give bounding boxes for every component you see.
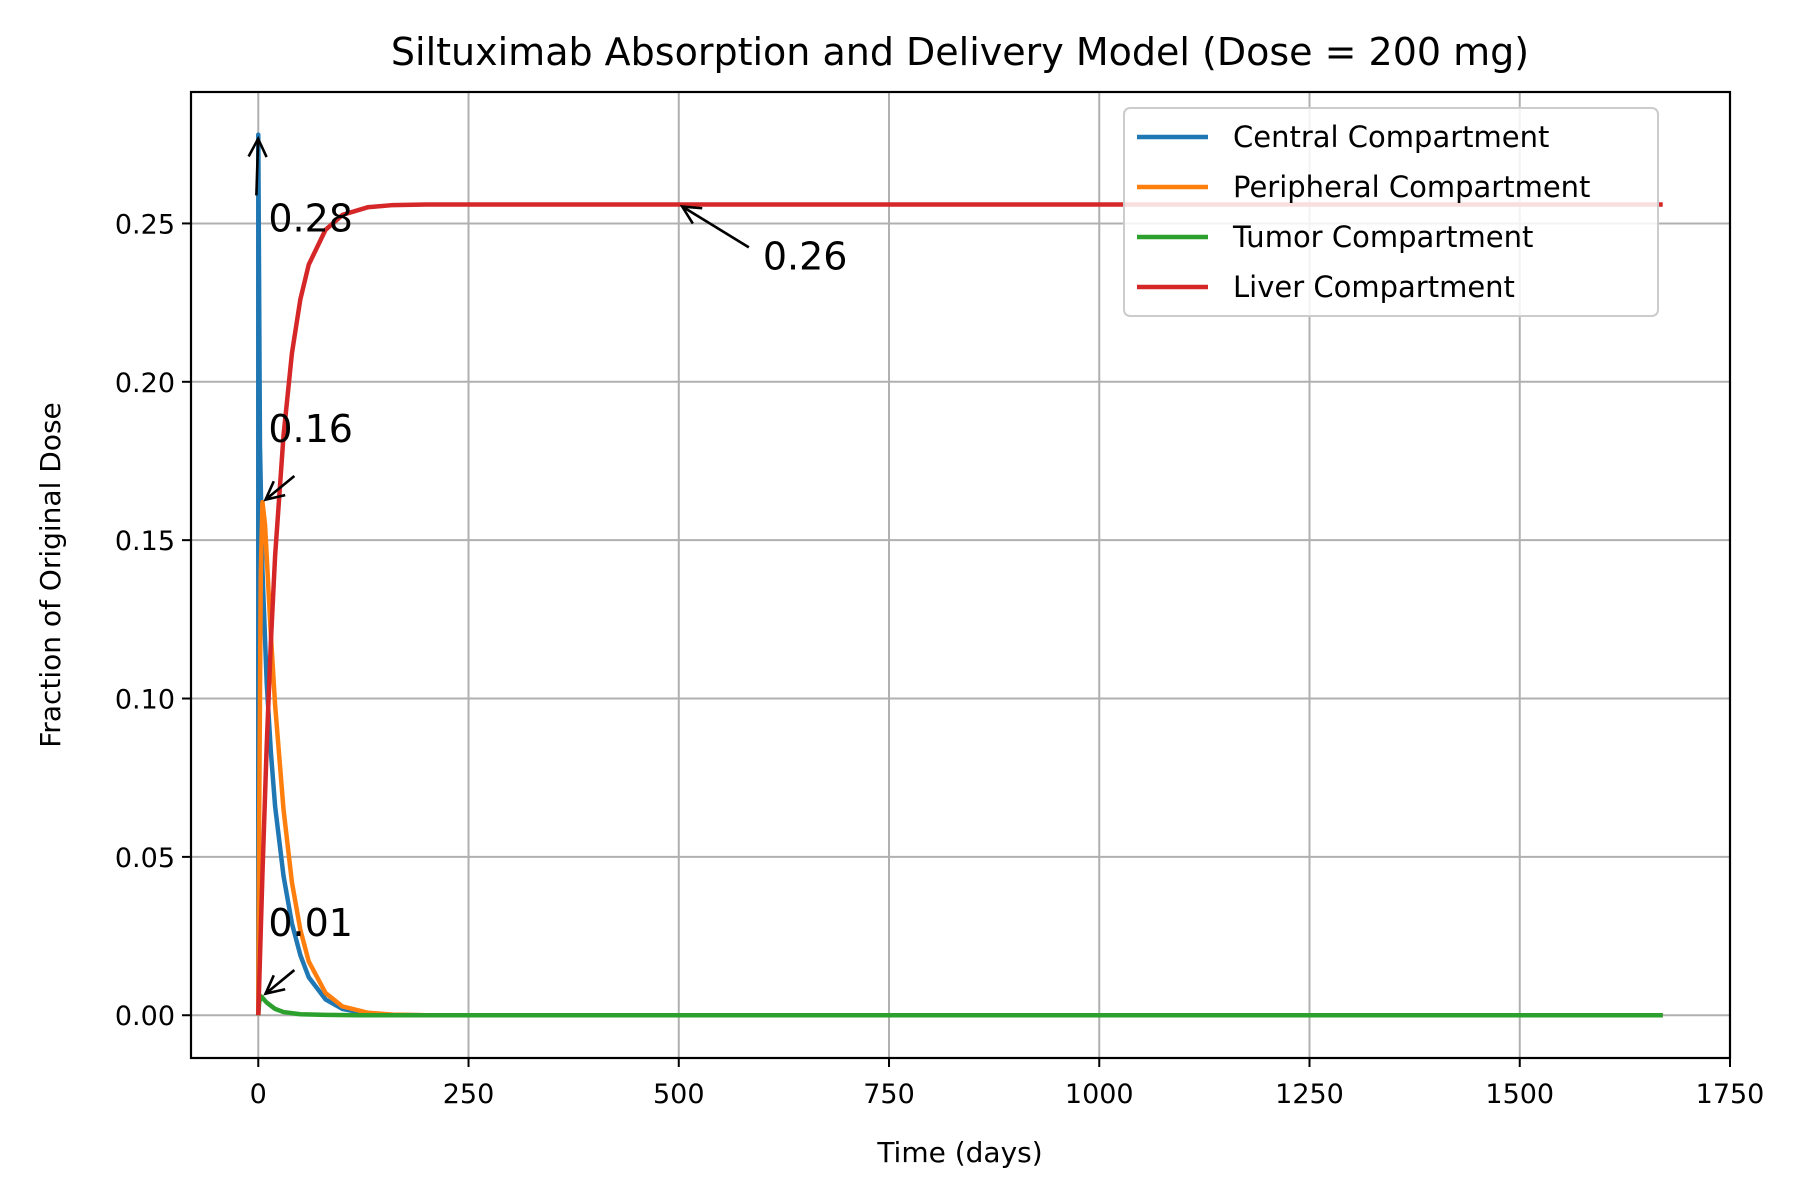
annotation-arrow (264, 474, 296, 501)
x-tick-label: 0 (250, 1079, 267, 1110)
x-tick-label: 500 (653, 1079, 705, 1110)
annotation-label: 0.01 (268, 901, 353, 945)
chart-title: Siltuximab Absorption and Delivery Model… (391, 30, 1529, 74)
annotation-arrowhead (247, 135, 268, 158)
annotation-arrow (264, 969, 296, 995)
series-lines (256, 132, 1663, 1018)
liver-compartment-line (256, 202, 1663, 1016)
y-tick-label: 0.00 (115, 1001, 175, 1032)
annotation-arrowhead (263, 480, 286, 502)
plot-frame (189, 90, 1732, 1060)
annotation-arrow (255, 138, 260, 196)
legend-label-tumor-compartment: Tumor Compartment (1232, 220, 1533, 254)
annotation-arrowhead (679, 205, 703, 225)
annotation-arrow (681, 205, 750, 249)
y-tick-label: 0.05 (115, 843, 175, 874)
legend: Central Compartment Peripheral Compartmen… (1123, 107, 1659, 317)
annotation-label: 0.26 (763, 234, 848, 278)
legend-box (1123, 107, 1659, 317)
y-tick-label: 0.10 (115, 685, 175, 716)
y-axis-label: Fraction of Original Dose (34, 402, 67, 748)
annotation-arrowhead (263, 974, 286, 996)
axis-ticks: 0 250 500 750 1000 1250 1500 1750 0.00 0.05 0.10 0.… (115, 209, 1764, 1110)
y-tick-label: 0.15 (115, 526, 175, 557)
x-axis-label: Time (days) (876, 1136, 1042, 1169)
x-tick-label: 250 (443, 1079, 495, 1110)
x-tick-label: 1500 (1485, 1079, 1554, 1110)
legend-label-central-compartment: Central Compartment (1233, 120, 1549, 154)
annotation-label: 0.28 (268, 196, 353, 240)
y-tick-label: 0.25 (115, 209, 175, 240)
legend-label-liver-compartment: Liver Compartment (1233, 270, 1515, 304)
y-tick-label: 0.20 (115, 368, 175, 399)
x-tick-label: 1000 (1065, 1079, 1134, 1110)
x-tick-label: 1250 (1275, 1079, 1344, 1110)
x-tick-label: 1750 (1696, 1079, 1765, 1110)
annotations: 0.28 0.16 0.26 0.01 (247, 135, 848, 996)
legend-label-peripheral-compartment: Peripheral Compartment (1233, 170, 1590, 204)
x-tick-label: 750 (863, 1079, 915, 1110)
annotation-label: 0.16 (268, 407, 353, 451)
